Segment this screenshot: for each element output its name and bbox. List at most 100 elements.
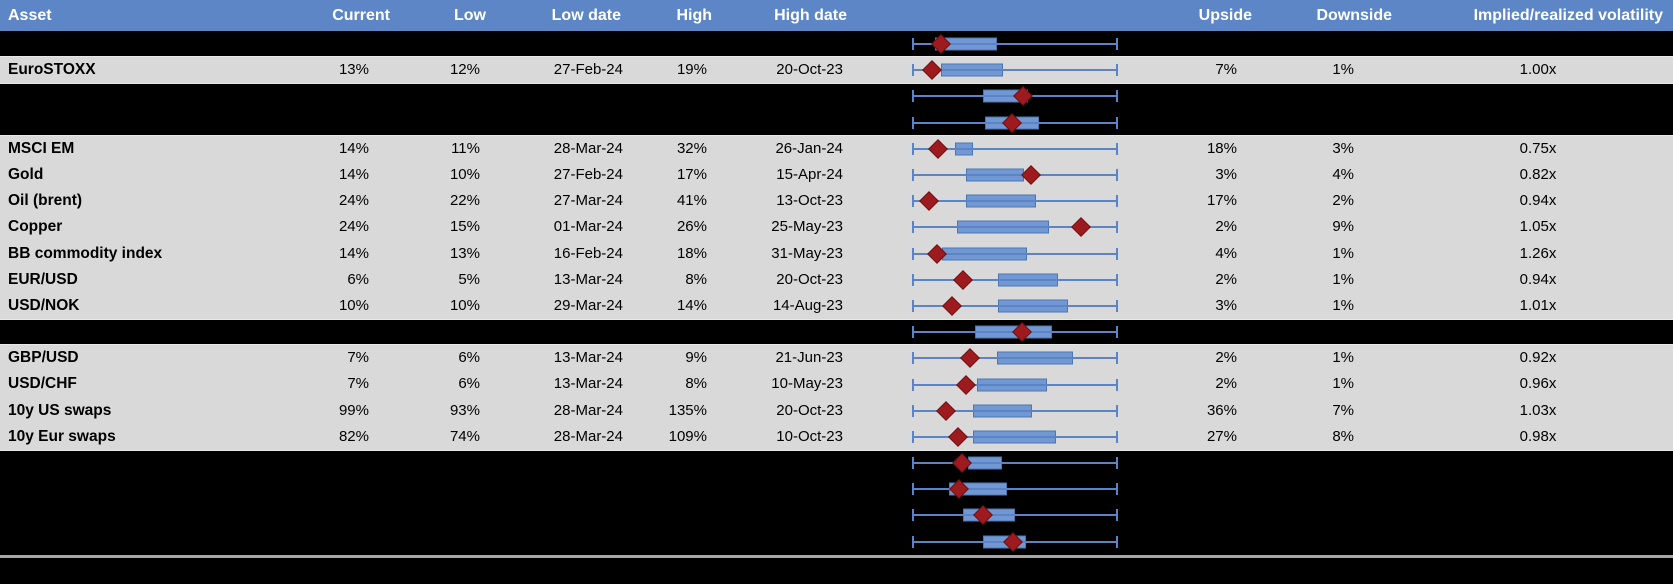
cell-low_date[interactable]: 13-Mar-24: [553, 375, 623, 393]
cell-implied[interactable]: 0.94x: [1519, 270, 1557, 288]
cell-current[interactable]: 14%: [338, 165, 369, 183]
cell-high_date[interactable]: 14-Aug-23: [772, 296, 843, 314]
cell-current[interactable]: 7%: [347, 375, 369, 393]
cell-implied[interactable]: 0.92x: [1519, 349, 1557, 367]
cell-low[interactable]: 6%: [458, 375, 480, 393]
cell-low[interactable]: 10%: [449, 165, 480, 183]
spacer-row[interactable]: [0, 450, 1673, 477]
cell-high[interactable]: 18%: [676, 244, 707, 262]
cell-low_date[interactable]: 27-Mar-24: [553, 192, 623, 210]
spacer-row[interactable]: [0, 476, 1673, 503]
cell-upside[interactable]: 36%: [1206, 401, 1237, 419]
cell-current[interactable]: 82%: [338, 427, 369, 445]
cell-current[interactable]: 14%: [338, 139, 369, 157]
cell-current[interactable]: 99%: [338, 401, 369, 419]
cell-asset[interactable]: USD/NOK: [8, 296, 80, 314]
cell-high_date[interactable]: 20-Oct-23: [776, 270, 843, 288]
cell-upside[interactable]: 18%: [1206, 139, 1237, 157]
cell-asset[interactable]: BB commodity index: [8, 244, 163, 262]
cell-high_date[interactable]: 13-Oct-23: [776, 192, 843, 210]
cell-high[interactable]: 135%: [668, 401, 707, 419]
cell-asset[interactable]: EuroSTOXX: [8, 61, 96, 79]
cell-current[interactable]: 24%: [338, 218, 369, 236]
cell-asset[interactable]: Copper: [8, 218, 63, 236]
cell-low_date[interactable]: 13-Mar-24: [553, 349, 623, 367]
cell-high[interactable]: 109%: [668, 427, 707, 445]
cell-implied[interactable]: 0.94x: [1519, 192, 1557, 210]
cell-downside[interactable]: 1%: [1332, 61, 1354, 79]
cell-implied[interactable]: 1.26x: [1519, 244, 1557, 262]
cell-low_date[interactable]: 27-Feb-24: [553, 165, 623, 183]
cell-downside[interactable]: 1%: [1332, 244, 1354, 262]
cell-high[interactable]: 8%: [685, 270, 707, 288]
cell-downside[interactable]: 4%: [1332, 165, 1354, 183]
cell-high_date[interactable]: 15-Apr-24: [776, 165, 843, 183]
cell-upside[interactable]: 2%: [1215, 218, 1237, 236]
cell-high[interactable]: 32%: [676, 139, 707, 157]
spacer-row[interactable]: [0, 31, 1673, 58]
spacer-row[interactable]: [0, 83, 1673, 110]
cell-high_date[interactable]: 31-May-23: [771, 244, 843, 262]
table-row[interactable]: GBP/USD 7% 6% 13-Mar-24 9% 21-Jun-23 2% 1% 0.92x: [0, 345, 1673, 372]
spacer-row[interactable]: [0, 319, 1673, 346]
cell-downside[interactable]: 3%: [1332, 139, 1354, 157]
cell-implied[interactable]: 1.01x: [1519, 296, 1557, 314]
header-cell-high_date[interactable]: High date: [774, 7, 847, 24]
cell-downside[interactable]: 1%: [1332, 296, 1354, 314]
table-row[interactable]: Oil (brent) 24% 22% 27-Mar-24 41% 13-Oct-23 17…: [0, 188, 1673, 215]
table-row[interactable]: EUR/USD 6% 5% 13-Mar-24 8% 20-Oct-23 2% 1% 0.94x: [0, 266, 1673, 293]
header-cell-upside[interactable]: Upside: [1198, 7, 1252, 24]
cell-low[interactable]: 10%: [449, 296, 480, 314]
cell-low_date[interactable]: 28-Mar-24: [553, 139, 623, 157]
cell-high_date[interactable]: 20-Oct-23: [776, 61, 843, 79]
cell-downside[interactable]: 1%: [1332, 349, 1354, 367]
cell-low_date[interactable]: 28-Mar-24: [553, 427, 623, 445]
cell-low_date[interactable]: 28-Mar-24: [553, 401, 623, 419]
table-row[interactable]: Copper 24% 15% 01-Mar-24 26% 25-May-23 2% 9% 1.0…: [0, 214, 1673, 241]
cell-low[interactable]: 93%: [449, 401, 480, 419]
cell-upside[interactable]: 4%: [1215, 244, 1237, 262]
header-cell-asset[interactable]: Asset: [8, 7, 52, 24]
cell-low[interactable]: 5%: [458, 270, 480, 288]
cell-low_date[interactable]: 01-Mar-24: [553, 218, 623, 236]
cell-high_date[interactable]: 10-Oct-23: [776, 427, 843, 445]
cell-high_date[interactable]: 10-May-23: [771, 375, 843, 393]
cell-low_date[interactable]: 27-Feb-24: [553, 61, 623, 79]
table-row[interactable]: 10y US swaps 99% 93% 28-Mar-24 135% 20-Oct-23…: [0, 397, 1673, 424]
table-row[interactable]: USD/CHF 7% 6% 13-Mar-24 8% 10-May-23 2% 1% 0.96x: [0, 371, 1673, 398]
table-row[interactable]: BB commodity index 14% 13% 16-Feb-24 18% 31-M…: [0, 240, 1673, 267]
table-row[interactable]: 10y Eur swaps 82% 74% 28-Mar-24 109% 10-Oct-2…: [0, 423, 1673, 450]
table-row[interactable]: MSCI EM 14% 11% 28-Mar-24 32% 26-Jan-24 18% 3% 0…: [0, 135, 1673, 162]
cell-implied[interactable]: 0.82x: [1519, 165, 1557, 183]
header-cell-high[interactable]: High: [676, 7, 712, 24]
cell-low_date[interactable]: 29-Mar-24: [553, 296, 623, 314]
cell-high[interactable]: 19%: [676, 61, 707, 79]
cell-implied[interactable]: 0.98x: [1519, 427, 1557, 445]
header-cell-implied[interactable]: Implied/realized volatility: [1473, 7, 1663, 24]
cell-upside[interactable]: 3%: [1215, 296, 1237, 314]
spacer-row[interactable]: [0, 502, 1673, 529]
cell-implied[interactable]: 1.03x: [1519, 401, 1557, 419]
table-row[interactable]: Gold 14% 10% 27-Feb-24 17% 15-Apr-24 3% 4% 0.82x: [0, 161, 1673, 189]
cell-upside[interactable]: 27%: [1206, 427, 1237, 445]
cell-asset[interactable]: EUR/USD: [8, 270, 78, 288]
cell-low_date[interactable]: 13-Mar-24: [553, 270, 623, 288]
cell-low[interactable]: 13%: [449, 244, 480, 262]
cell-low_date[interactable]: 16-Feb-24: [553, 244, 623, 262]
cell-high[interactable]: 14%: [676, 296, 707, 314]
spacer-row[interactable]: [0, 528, 1673, 555]
cell-asset[interactable]: GBP/USD: [8, 349, 79, 367]
table-row[interactable]: USD/NOK 10% 10% 29-Mar-24 14% 14-Aug-23 3% 1% 1.…: [0, 292, 1673, 320]
cell-downside[interactable]: 7%: [1332, 401, 1354, 419]
cell-upside[interactable]: 2%: [1215, 270, 1237, 288]
cell-current[interactable]: 13%: [338, 61, 369, 79]
cell-high_date[interactable]: 20-Oct-23: [776, 401, 843, 419]
cell-asset[interactable]: 10y US swaps: [8, 401, 112, 419]
cell-upside[interactable]: 7%: [1215, 61, 1237, 79]
cell-low[interactable]: 22%: [449, 192, 480, 210]
cell-implied[interactable]: 0.75x: [1519, 139, 1557, 157]
cell-high[interactable]: 26%: [676, 218, 707, 236]
header-cell-low[interactable]: Low: [454, 7, 486, 24]
cell-low[interactable]: 15%: [449, 218, 480, 236]
header-cell-current[interactable]: Current: [332, 7, 390, 24]
